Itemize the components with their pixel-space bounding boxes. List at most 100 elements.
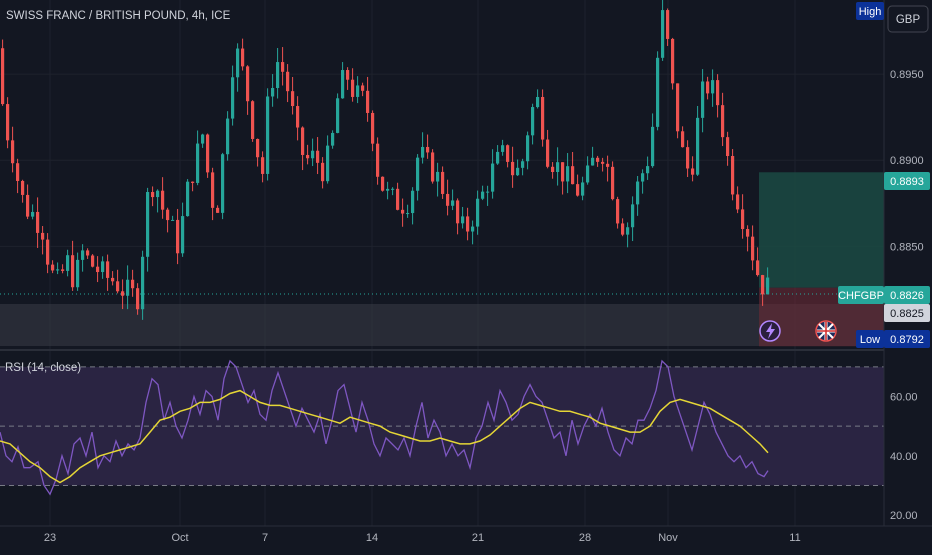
candle-body [361,85,365,91]
candle-body [301,127,305,155]
candle-body [336,98,340,133]
candle-body [526,135,530,162]
candle-body [166,209,170,221]
candle-body [371,112,375,144]
candle-body [656,57,660,127]
candle-body [756,260,760,276]
candle-body [536,96,540,108]
candle-body [601,161,605,164]
candle-body [246,66,250,102]
uk-flag-icon[interactable] [815,320,837,342]
candle-body [11,140,15,164]
candle-body [586,165,590,183]
candle-body [721,105,725,138]
candle-body [486,191,490,193]
candle-body [381,176,385,191]
candle-body [621,223,625,235]
high-label: High [859,6,882,18]
candles [1,0,770,320]
candle-body [411,190,415,214]
candle-body [731,156,735,195]
candle-body [6,104,10,141]
support-zone [0,304,884,346]
rsi-axis-ticks: 60.00 40.00 20.00 [890,391,918,522]
rsi-ma-line [0,389,769,484]
candle-body [686,147,690,169]
time-tick-label: 28 [579,532,591,544]
currency-button-wrap[interactable]: GBP [887,5,929,33]
candle-body [716,80,720,106]
candle-body [296,106,300,128]
candle-body [171,219,175,221]
candle-body [226,118,230,155]
candle-body [281,62,285,72]
candle-body [176,219,180,254]
low-price-tag: 0.8792 [884,330,930,348]
candle-body [136,288,140,310]
candle-body [746,229,750,237]
rsi-pane: RSI (14, close) [0,359,884,496]
candle-body [76,259,80,288]
price-tick-label: 0.8950 [890,69,924,81]
candle-body [431,152,435,182]
time-tick-label: 23 [44,532,56,544]
candle-body [401,209,405,214]
time-tick-label: 21 [472,532,484,544]
time-axis[interactable]: 23 Oct 7 14 21 28 Nov 11 [44,532,801,544]
low-price: 0.8792 [890,334,924,346]
candle-body [96,266,100,273]
candle-body [701,81,705,118]
candle-body [201,134,205,144]
currency-button[interactable] [887,5,929,33]
candle-body [531,107,535,136]
candle-body [181,216,185,254]
candle-body [726,137,730,157]
time-tick-label: 7 [262,532,268,544]
candle-body [711,80,715,94]
candle-body [551,166,555,172]
candle-body [466,216,470,232]
currency-label: GBP [896,14,921,26]
lightning-icon[interactable] [759,320,781,342]
candle-body [341,70,345,99]
high-price-tag: 0.8893 [884,172,930,190]
candle-body [41,232,45,240]
high-label-tag: High [856,2,884,20]
candle-body [651,126,655,167]
candle-body [216,207,220,213]
candle-body [396,188,400,210]
chart-title[interactable]: SWISS FRANC / BRITISH POUND, 4h, ICE [6,10,231,22]
candle-body [111,277,115,282]
candle-body [91,255,95,267]
candle-body [691,168,695,175]
rsi-title[interactable]: RSI (14, close) [5,362,81,374]
price-axis[interactable] [884,0,932,550]
candle-body [71,255,75,288]
candle-body [611,166,615,200]
candle-body [1,48,5,105]
time-tick-label: Oct [171,532,188,544]
candle-body [261,157,265,174]
candle-body [596,157,600,162]
candle-body [156,190,160,198]
candle-body [46,239,50,265]
candle-body [681,131,685,148]
candle-body [271,87,275,97]
candle-body [131,279,135,289]
price-axis-ticks: 0.8950 0.8900 0.8850 [890,69,924,253]
candle-body [696,117,700,175]
candle-body [306,154,310,159]
rsi-line [0,359,769,496]
candle-body [661,10,665,58]
candle-body [241,48,245,67]
candle-body [366,90,370,113]
candle-body [386,188,390,191]
position-target-zone[interactable] [759,172,884,288]
candle-body [566,166,570,182]
candle-body [441,171,445,194]
candle-body [21,180,25,195]
rsi-tick-label: 20.00 [890,510,918,522]
candle-body [151,192,155,198]
